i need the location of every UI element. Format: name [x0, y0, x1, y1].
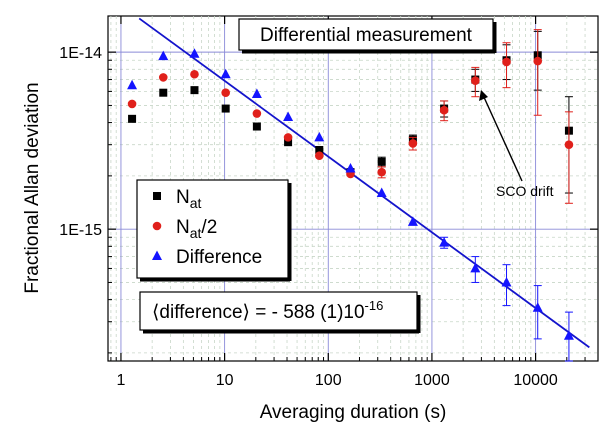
x-tick-label: 1: [116, 372, 125, 389]
data-point: [314, 131, 325, 142]
x-tick-label: 1000: [414, 372, 450, 389]
series-difference: [127, 48, 574, 362]
x-axis-title: Averaging duration (s): [260, 402, 447, 423]
data-point: [158, 50, 169, 61]
result-open-bracket: ⟨: [152, 302, 159, 323]
plot-area: 1 10 100 1000 10000 1E-15 1E-14 Differential m…: [59, 15, 599, 389]
title-box-text: Differential measurement: [260, 25, 473, 46]
fit-line-layer: [138, 17, 590, 349]
data-point: [502, 57, 511, 67]
x-tick-label: 10: [216, 372, 234, 389]
y-axis-title: Fractional Allan deviation: [22, 82, 43, 293]
y-tick-label: 1E-15: [59, 222, 102, 239]
legend-items: Nat Nat/2 Difference: [152, 187, 262, 268]
data-point: [376, 187, 387, 198]
data-point: [377, 167, 387, 177]
sco-drift-arrow: [482, 94, 523, 182]
legend-marker-difference: [152, 250, 162, 260]
data-point: [190, 86, 199, 95]
data-point: [315, 146, 324, 155]
data-point: [128, 114, 137, 123]
legend-marker-n-at: [153, 192, 161, 200]
sco-drift-label: SCO drift: [496, 183, 554, 199]
data-point: [283, 111, 294, 122]
data-point: [470, 262, 481, 273]
data-point: [564, 140, 574, 149]
data-point: [284, 138, 293, 147]
data-point: [220, 68, 231, 79]
data-point: [439, 237, 450, 247]
data-point: [127, 79, 138, 90]
data-point: [252, 122, 261, 131]
y-tick-label: 1E-14: [59, 45, 102, 62]
data-point: [127, 99, 137, 109]
result-quantity: difference: [159, 302, 242, 323]
data-point: [314, 151, 324, 161]
result-value: ⟩ = - 588 (1)10: [243, 302, 365, 323]
data-point: [221, 104, 230, 113]
x-tick-label: 10000: [513, 372, 558, 389]
data-point: [533, 56, 543, 66]
data-point: [471, 76, 480, 85]
difference-fit-line: [138, 17, 590, 349]
data-point: [377, 157, 386, 166]
legend-label-n-at: Nat: [176, 187, 202, 211]
result-box: [139, 291, 418, 331]
sco-drift-arrowhead: [479, 90, 488, 101]
data-point: [345, 163, 356, 173]
legend-box: [136, 179, 289, 279]
minor-grid: [108, 16, 598, 361]
result-exponent: -16: [365, 298, 384, 313]
data-point: [190, 69, 199, 79]
data-point: [532, 302, 543, 312]
data-point: [408, 139, 418, 148]
data-point: [252, 109, 262, 118]
legend-marker-n-at-half: [152, 221, 162, 231]
data-point: [189, 48, 200, 58]
axis-ticks: 1 10 100 1000 10000 1E-15 1E-14: [59, 16, 598, 389]
x-tick-label: 100: [315, 372, 342, 389]
series-layer: [127, 29, 574, 362]
data-point: [159, 88, 168, 97]
data-point: [439, 105, 449, 115]
data-point: [158, 73, 168, 82]
data-point: [251, 88, 262, 99]
data-point: [283, 133, 293, 142]
legend-label-n-at-half: Nat/2: [176, 217, 217, 241]
data-point: [563, 330, 574, 340]
legend-label-difference: Difference: [176, 247, 262, 268]
data-point: [221, 88, 230, 98]
title-box: [238, 18, 494, 51]
data-point: [501, 276, 512, 287]
data-point: [407, 216, 418, 226]
result-box-text: ⟨difference⟩ = - 588 (1)10-16: [152, 298, 383, 323]
annotations-layer: Differential measurement SCO drift NatNa…: [136, 18, 554, 334]
